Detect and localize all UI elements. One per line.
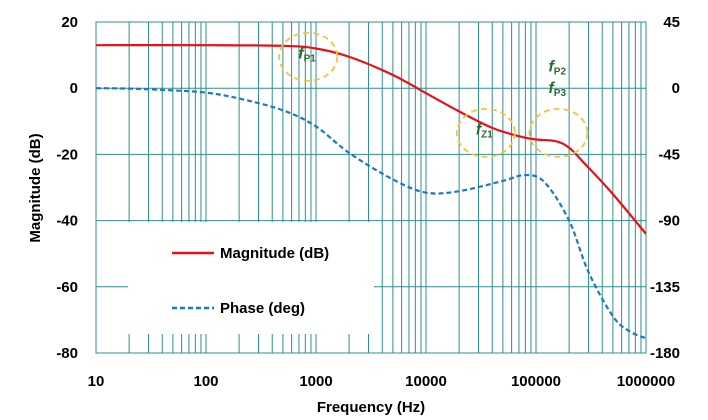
y-tick-label: -60 [56,279,78,296]
y-tick-label: -40 [56,213,78,230]
series-layer [95,44,647,340]
y-tick-label: 20 [61,14,78,31]
x-tick-label: 1000 [299,373,332,390]
highlight-circle-fz1 [455,107,516,158]
legend-label-magnitude: Magnitude (dB) [220,245,329,262]
annotation-fp3: fP3 [548,80,566,99]
x-tick-label: 100 [193,373,218,390]
y-axis-title: Magnitude (dB) [27,133,44,242]
highlight-circles [278,31,589,158]
y-tick-label: -20 [56,146,78,163]
y2-tick-label: -135 [650,279,680,296]
highlight-circle-fp1 [278,31,339,82]
x-axis-title: Frequency (Hz) [317,399,425,416]
x-tick-label: 1000000 [617,373,675,390]
y-tick-label: 0 [70,80,78,97]
plot-border [95,21,647,354]
y2-tick-label: 0 [672,80,680,97]
annotation-fp1: fP1 [298,45,316,64]
annotation-fz1: fZ1 [476,122,493,141]
x-tick-label: 10000 [405,373,447,390]
legend: Magnitude (dB) Phase (deg) [172,245,329,317]
y2-tick-label: 45 [663,14,680,31]
x-tick-labels: 10 100 1000 10000 100000 1000000 [88,373,676,390]
highlight-circle-fp2-fp3 [528,107,589,158]
series-line-phase [95,87,647,340]
y2-tick-label: -180 [650,345,680,362]
series-line-magnitude [95,44,647,235]
annotation-fp2: fP2 [548,59,566,78]
x-tick-label: 10 [88,373,105,390]
y-tick-labels: 20 0 -20 -40 -60 -80 [56,14,78,362]
y2-tick-label: -90 [658,213,680,230]
legend-label-phase: Phase (deg) [220,300,305,317]
y-tick-label: -80 [56,345,78,362]
annotations: fP1 fZ1 fP2 fP3 [298,45,566,140]
legend-box [128,222,374,334]
y2-tick-label: -45 [658,146,680,163]
x-tick-label: 100000 [511,373,561,390]
y2-tick-labels: 45 0 -45 -90 -135 -180 [650,14,680,362]
